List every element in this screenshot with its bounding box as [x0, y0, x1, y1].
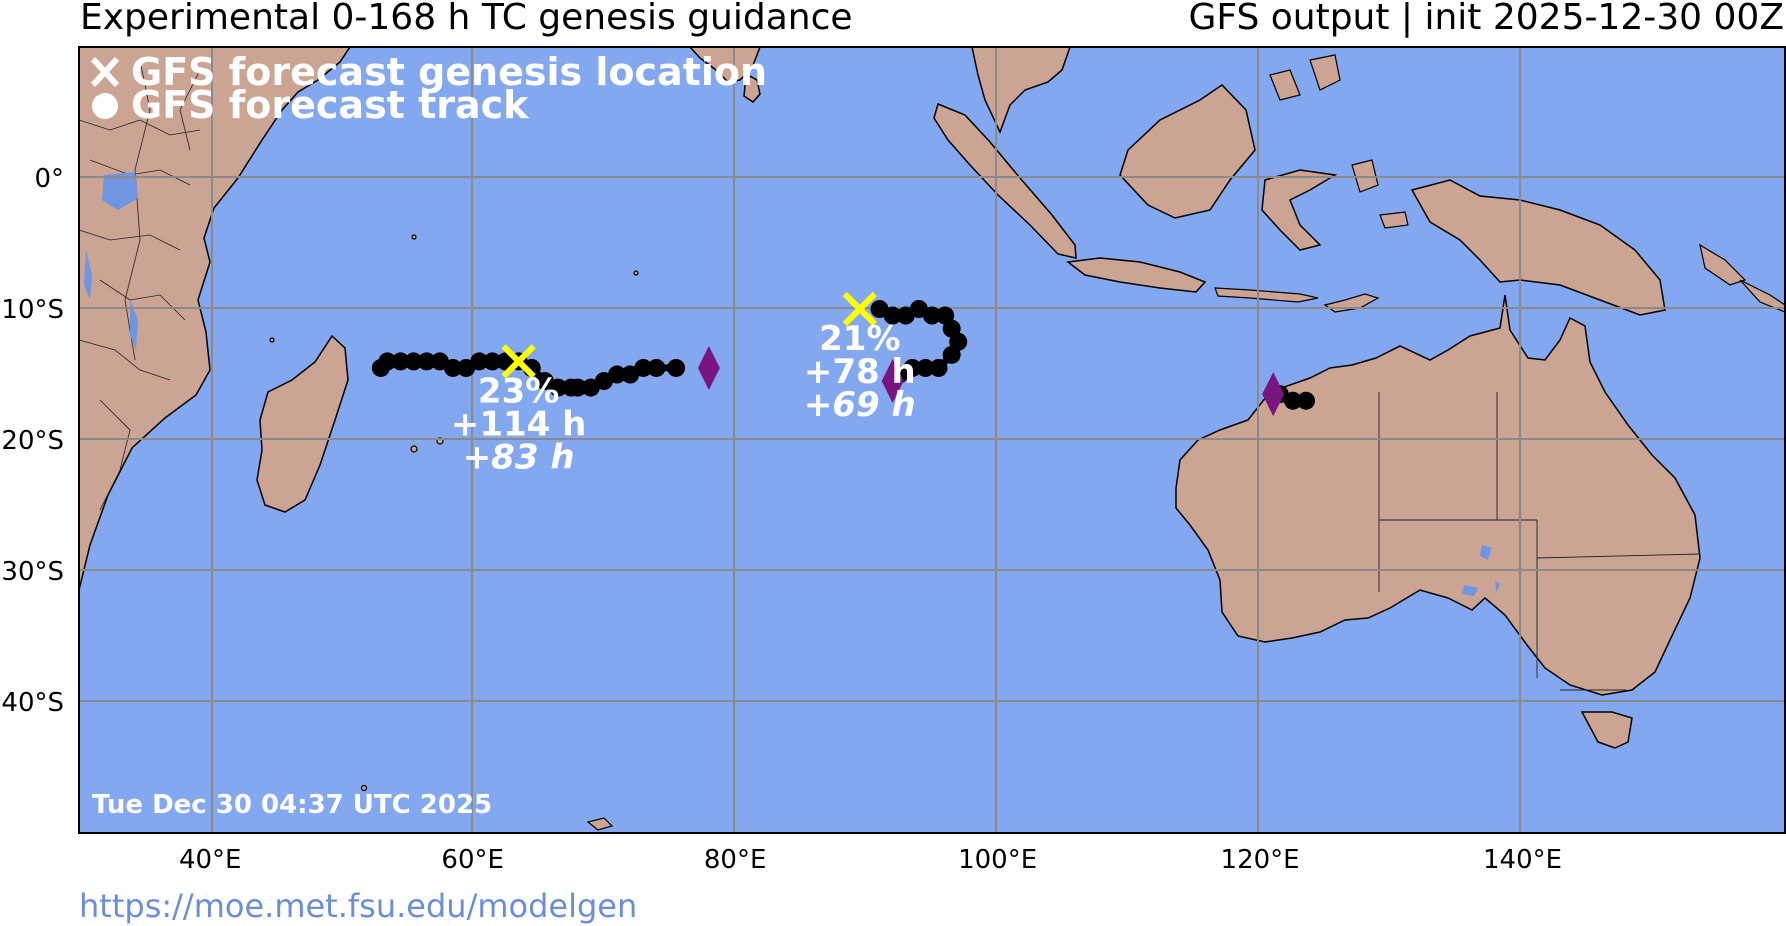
lat-tick-label: 10°S	[1, 295, 64, 325]
genesis-probability: 21%	[819, 319, 900, 359]
page-title: Experimental 0-168 h TC genesis guidance	[80, 0, 853, 38]
map-frame	[78, 46, 1786, 834]
sulawesi-land	[1261, 169, 1338, 251]
genesis-probability: 23%	[478, 371, 559, 411]
lat-tick-label: 40°S	[1, 688, 64, 718]
latitude-tick-labels: 0° 10°S 20°S 30°S 40°S	[1, 164, 64, 718]
legend-genesis-icon	[90, 56, 120, 88]
track-point	[378, 352, 397, 371]
track-point	[667, 358, 686, 377]
new-guinea-land	[1410, 179, 1666, 316]
track-point	[929, 358, 948, 377]
genesis-x-marker	[501, 344, 536, 379]
track-end-diamond	[1262, 372, 1285, 417]
legend-genesis-label: GFS forecast genesis location	[131, 50, 767, 94]
legend-track-label: GFS forecast track	[131, 83, 529, 127]
track-point	[568, 378, 587, 397]
genesis-lead-time: +78 h	[804, 352, 916, 392]
lake-tanganyika	[84, 250, 92, 300]
run-timestamp: Tue Dec 30 04:37 UTC 2025	[92, 790, 492, 820]
track-point	[404, 352, 423, 371]
model-init-title: GFS output | init 2025-12-30 00Z	[1188, 0, 1784, 38]
track-point	[634, 358, 653, 377]
lat-tick-label: 30°S	[1, 557, 64, 587]
borneo-land	[1119, 84, 1256, 219]
java-land	[1066, 257, 1207, 293]
tasmania-land	[1580, 711, 1633, 749]
lake-victoria	[102, 172, 138, 210]
lon-tick-label: 60°E	[441, 845, 504, 875]
track-point	[942, 345, 961, 364]
lon-tick-label: 80°E	[704, 845, 767, 875]
longitude-tick-labels: 40°E 60°E 80°E 100°E 120°E 140°E	[179, 845, 1562, 875]
lake-malawi	[130, 300, 138, 350]
track-point	[923, 306, 941, 325]
lon-tick-label: 100°E	[958, 845, 1037, 875]
track-end-diamond	[697, 345, 720, 390]
forecast-markers	[501, 291, 1285, 417]
track-point	[647, 358, 666, 377]
australia-state-borders	[1378, 392, 1701, 691]
graticule	[79, 47, 1785, 833]
track-point	[417, 352, 436, 371]
legend-track-icon	[92, 93, 118, 119]
legend: GFS forecast genesis location GFS foreca…	[90, 50, 767, 127]
lat-tick-label: 20°S	[1, 426, 64, 456]
track-end-diamond	[881, 359, 904, 404]
track-point	[1283, 391, 1302, 410]
track-point	[470, 352, 489, 371]
lon-tick-label: 140°E	[1483, 845, 1562, 875]
track-point	[608, 365, 627, 384]
lon-tick-label: 40°E	[179, 845, 242, 875]
forecast-tracks	[371, 300, 1316, 410]
sri-lanka-land	[743, 72, 761, 103]
track-point	[483, 352, 502, 371]
lon-tick-label: 120°E	[1221, 845, 1300, 875]
track-point	[883, 306, 902, 325]
source-link[interactable]: https://moe.met.fsu.edu/modelgen	[79, 887, 638, 925]
africa-borders	[79, 59, 201, 511]
genesis-lead-time: +114 h	[451, 404, 587, 444]
track-point	[391, 352, 410, 371]
track-point	[444, 358, 463, 377]
genesis-lead-time-alt: +69 h	[804, 385, 916, 425]
africa-land	[79, 47, 351, 591]
track-point	[1297, 391, 1316, 410]
madagascar-land	[256, 334, 349, 513]
forecast-annotations: 23%+114 h+83 h 21%+78 h+69 h	[451, 319, 916, 477]
genesis-x-marker	[842, 291, 877, 327]
genesis-lead-time-alt: +83 h	[463, 437, 575, 477]
lat-tick-label: 0°	[34, 164, 64, 194]
track-point	[548, 378, 567, 397]
track-point	[916, 358, 935, 377]
